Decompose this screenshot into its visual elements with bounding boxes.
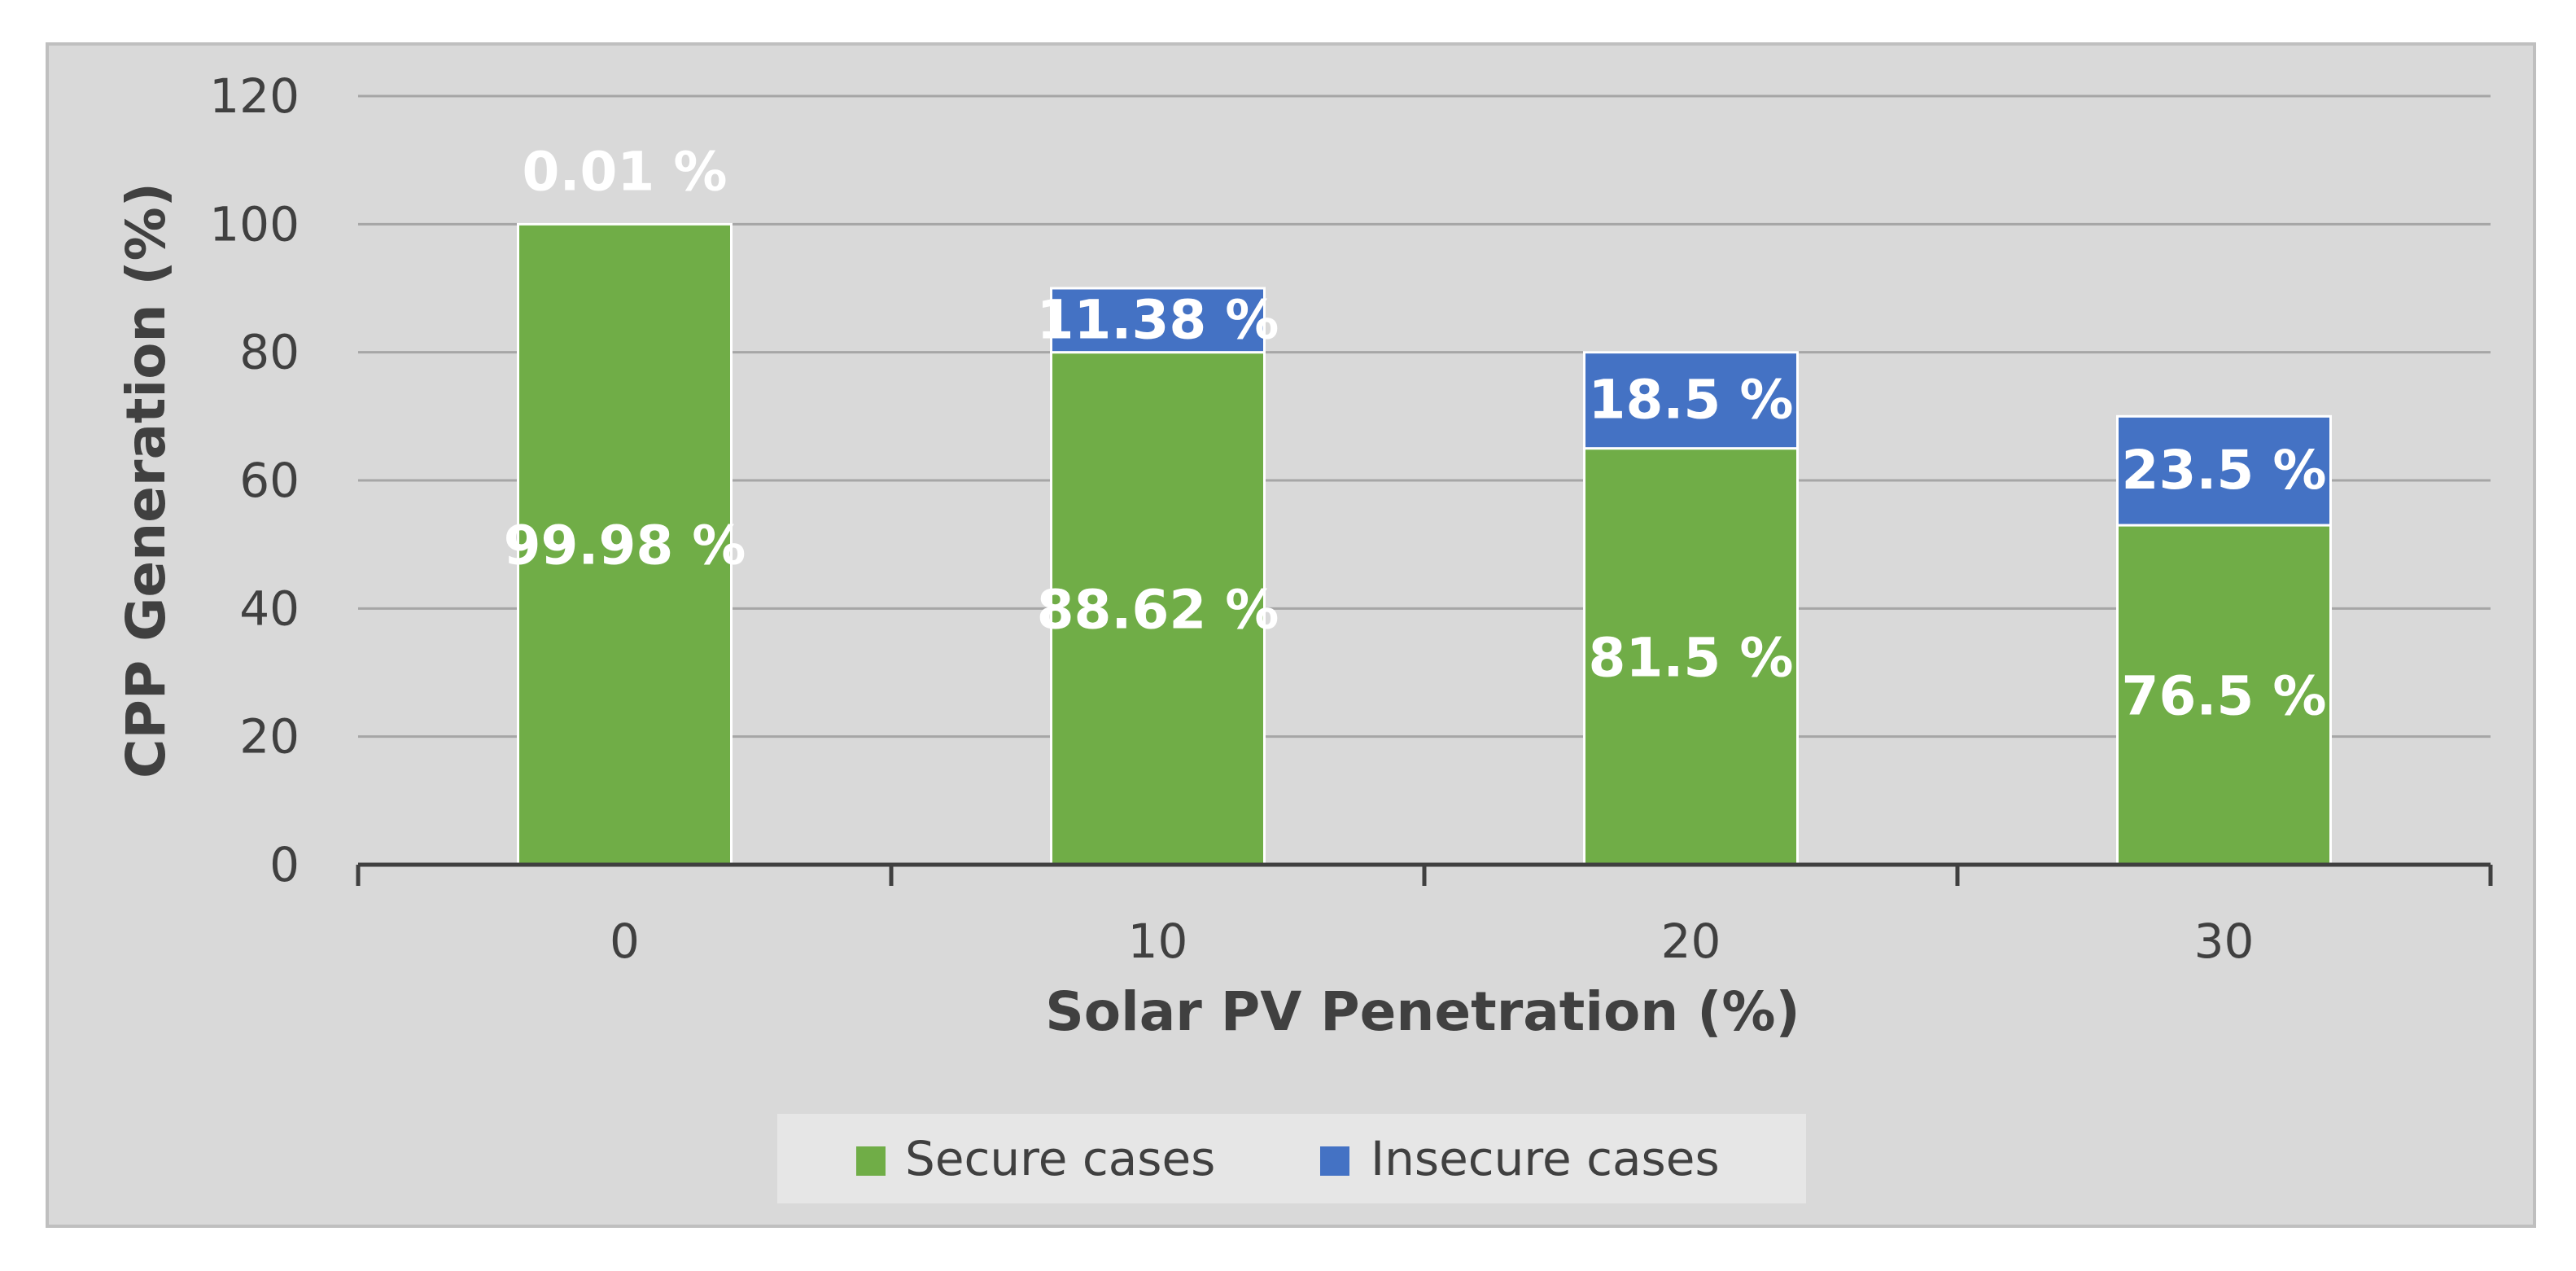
x-tick-label: 30 xyxy=(2194,914,2255,969)
bar-insecure-20 xyxy=(1583,351,1799,450)
legend-label-secure: Secure cases xyxy=(905,1131,1215,1186)
legend-label-insecure: Insecure cases xyxy=(1371,1131,1720,1186)
data-label-insecure-30: 23.5 % xyxy=(2122,439,2327,502)
x-tick-label: 10 xyxy=(1128,914,1188,969)
bar-insecure-10 xyxy=(1050,287,1266,354)
legend-background xyxy=(777,1114,1806,1203)
data-label-secure-0: 99.98 % xyxy=(504,515,746,577)
x-axis-title: Solar PV Penetration (%) xyxy=(1045,980,1800,1043)
y-tick-label: 20 xyxy=(239,709,300,765)
data-label-insecure-20: 18.5 % xyxy=(1589,369,1794,432)
y-tick-label: 0 xyxy=(269,837,300,892)
axes: 0 20 40 60 80 100 120 0 10 20 30 xyxy=(209,68,2493,969)
y-tick-label: 120 xyxy=(209,68,300,124)
data-label-secure-30: 76.5 % xyxy=(2122,665,2327,728)
legend-swatch-secure xyxy=(856,1146,886,1176)
bar-secure-30 xyxy=(2116,524,2332,866)
data-labels: 99.98 % 0.01 % 88.62 % 11.38 % 81.5 % 18.5 % 7… xyxy=(504,140,2327,727)
legend: Secure cases Insecure cases xyxy=(777,1114,1806,1203)
data-label-secure-10: 88.62 % xyxy=(1037,578,1279,641)
bars xyxy=(517,222,2332,866)
data-label-insecure-0: 0.01 % xyxy=(523,140,728,203)
bar-secure-10 xyxy=(1050,351,1266,866)
bar-secure-0 xyxy=(517,222,733,866)
y-tick-label: 80 xyxy=(239,325,300,380)
x-tick-label: 20 xyxy=(1661,914,1721,969)
data-label-insecure-10: 11.38 % xyxy=(1037,288,1279,351)
y-tick-label: 100 xyxy=(209,196,300,252)
y-tick-label: 40 xyxy=(239,581,300,636)
y-tick-label: 60 xyxy=(239,453,300,508)
x-tick-label: 0 xyxy=(610,914,640,969)
y-axis-title: CPP Generation (%) xyxy=(115,182,177,778)
bar-insecure-30 xyxy=(2116,414,2332,527)
data-label-secure-20: 81.5 % xyxy=(1589,626,1794,689)
bar-secure-20 xyxy=(1583,447,1799,866)
legend-swatch-insecure xyxy=(1320,1146,1349,1176)
